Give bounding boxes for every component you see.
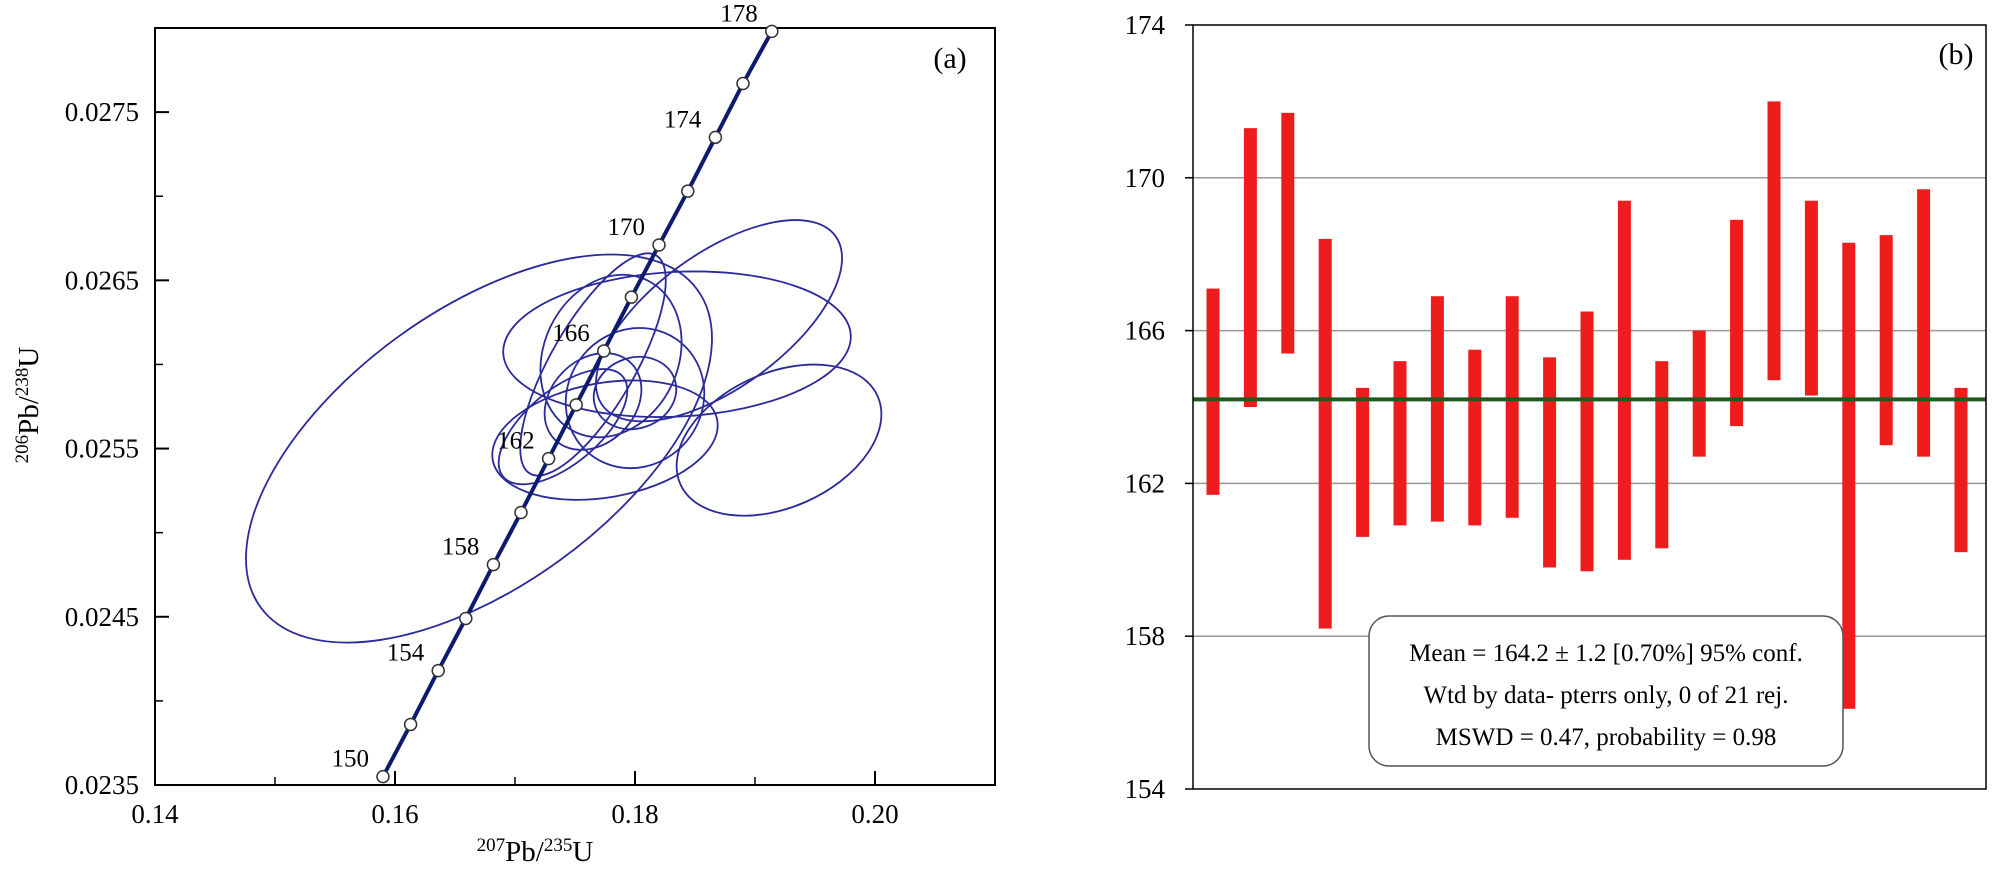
x-axis-base-2: U — [572, 836, 593, 868]
x-axis-title: 207Pb/235U — [477, 835, 594, 868]
age-error-bars — [1206, 101, 1968, 709]
x-tick-label: 0.20 — [851, 799, 898, 829]
stats-box: Mean = 164.2 ± 1.2 [0.70%] 95% conf. Wtd… — [1368, 615, 1844, 767]
concordia-age-label: 158 — [442, 534, 480, 561]
x-tick-label: 0.16 — [371, 799, 418, 829]
age-error-bar — [1505, 296, 1519, 518]
error-ellipse — [245, 253, 713, 644]
error-ellipses — [245, 219, 883, 644]
y-tick-label: 166 — [1125, 316, 1166, 346]
error-ellipse — [543, 352, 643, 451]
concordia-age-node — [569, 398, 583, 412]
panel-b-ticks: 154 158 162 166 170 174 — [1125, 10, 1193, 804]
age-error-bar — [1243, 128, 1257, 407]
concordia-age-node — [376, 769, 390, 784]
concordia-age-label: 166 — [552, 320, 590, 347]
age-error-bar — [1917, 189, 1931, 457]
age-error-bar — [1804, 200, 1818, 396]
age-error-bar — [1580, 311, 1594, 572]
concordia-age-label: 178 — [720, 0, 758, 27]
error-ellipse — [519, 252, 667, 477]
y-tick-label: 0.0235 — [65, 770, 139, 800]
y-tick-label: 170 — [1125, 163, 1166, 193]
error-ellipse — [491, 379, 719, 501]
stats-box-frame — [1368, 615, 1844, 767]
x-axis-sup-2: 235 — [544, 835, 573, 856]
concordia-age-node — [514, 505, 528, 520]
panel-b-frame — [1192, 24, 1987, 790]
error-ellipse — [675, 363, 883, 517]
age-error-bar — [1655, 361, 1669, 549]
stats-line-1: Mean = 164.2 ± 1.2 [0.70%] 95% conf. — [1409, 640, 1803, 667]
panel-a-frame — [154, 27, 996, 786]
concordia-age-label: 150 — [332, 746, 370, 773]
age-error-bar — [1767, 101, 1781, 381]
y-tick-label: 0.0275 — [65, 97, 139, 127]
concordia-age-node — [486, 557, 501, 572]
x-axis-sup-1: 207 — [477, 835, 506, 856]
y-tick-label: 0.0245 — [65, 602, 139, 632]
concordia-curve: 150 154 158 162 166 170 174 178 — [332, 0, 779, 784]
error-ellipse — [592, 355, 678, 431]
y-tick-label: 0.0265 — [65, 265, 139, 295]
age-error-bar — [1730, 219, 1744, 427]
age-error-bar — [1281, 112, 1295, 354]
weighted-mean-panel: 154 158 162 166 170 174 (b) Mean = 164.2 ± 1.… — [1125, 10, 1987, 804]
y-tick-label: 174 — [1125, 10, 1166, 40]
y-axis-sup-2: 238 — [12, 368, 33, 397]
concordia-age-node — [597, 344, 611, 358]
error-ellipse — [539, 273, 683, 439]
y-axis-base-2: U — [13, 347, 45, 368]
concordia-age-label: 174 — [664, 106, 702, 133]
age-error-bar — [1393, 361, 1407, 526]
age-error-bar — [1543, 357, 1557, 568]
concordia-age-node — [681, 184, 695, 198]
age-error-bar — [1617, 200, 1631, 560]
concordia-age-node — [459, 611, 473, 626]
concordia-age-node — [736, 76, 750, 91]
x-axis-base-1: Pb/ — [505, 836, 545, 868]
concordia-age-label: 154 — [387, 640, 425, 667]
concordia-age-node — [765, 24, 779, 39]
y-axis-sup-1: 206 — [12, 435, 33, 464]
concordia-age-node — [708, 130, 723, 145]
panel-b-label: (b) — [1939, 38, 1974, 71]
panel-a-ticks: 0.14 0.16 0.18 0.20 0.0235 0.0245 0.0255 0.0265… — [65, 97, 899, 829]
concordia-age-node — [652, 238, 666, 252]
stats-line-2: Wtd by data- pterrs only, 0 of 21 rej. — [1424, 682, 1789, 709]
age-error-bar — [1468, 349, 1482, 526]
panel-a-label: (a) — [933, 42, 966, 75]
y-axis-base-1: Pb/ — [13, 395, 45, 435]
x-tick-label: 0.18 — [611, 799, 658, 829]
stats-line-3: MSWD = 0.47, probability = 0.98 — [1436, 724, 1777, 751]
age-error-bar — [1692, 330, 1706, 457]
concordia-age-node — [431, 663, 445, 678]
concordia-panel: 0.14 0.16 0.18 0.20 0.0235 0.0245 0.0255 0.0265… — [12, 0, 996, 868]
age-error-bar — [1318, 238, 1332, 629]
age-error-bar — [1430, 296, 1444, 522]
y-axis-title: 206Pb/238U — [12, 347, 45, 464]
concordia-age-node — [624, 290, 639, 304]
age-error-bar — [1954, 387, 1968, 553]
y-tick-label: 154 — [1125, 774, 1166, 804]
age-error-bar — [1356, 387, 1370, 537]
age-error-bar — [1206, 288, 1220, 495]
concordia-age-label: 162 — [497, 428, 535, 455]
error-ellipse — [497, 368, 629, 486]
concordia-age-node — [403, 717, 418, 732]
y-tick-label: 162 — [1125, 468, 1166, 498]
y-tick-label: 0.0255 — [65, 434, 139, 464]
y-tick-label: 158 — [1125, 621, 1166, 651]
x-tick-label: 0.14 — [131, 799, 179, 829]
age-error-bar — [1842, 242, 1856, 709]
concordia-age-node — [541, 451, 556, 466]
age-error-bar — [1879, 235, 1893, 446]
concordia-age-label: 170 — [608, 214, 646, 241]
